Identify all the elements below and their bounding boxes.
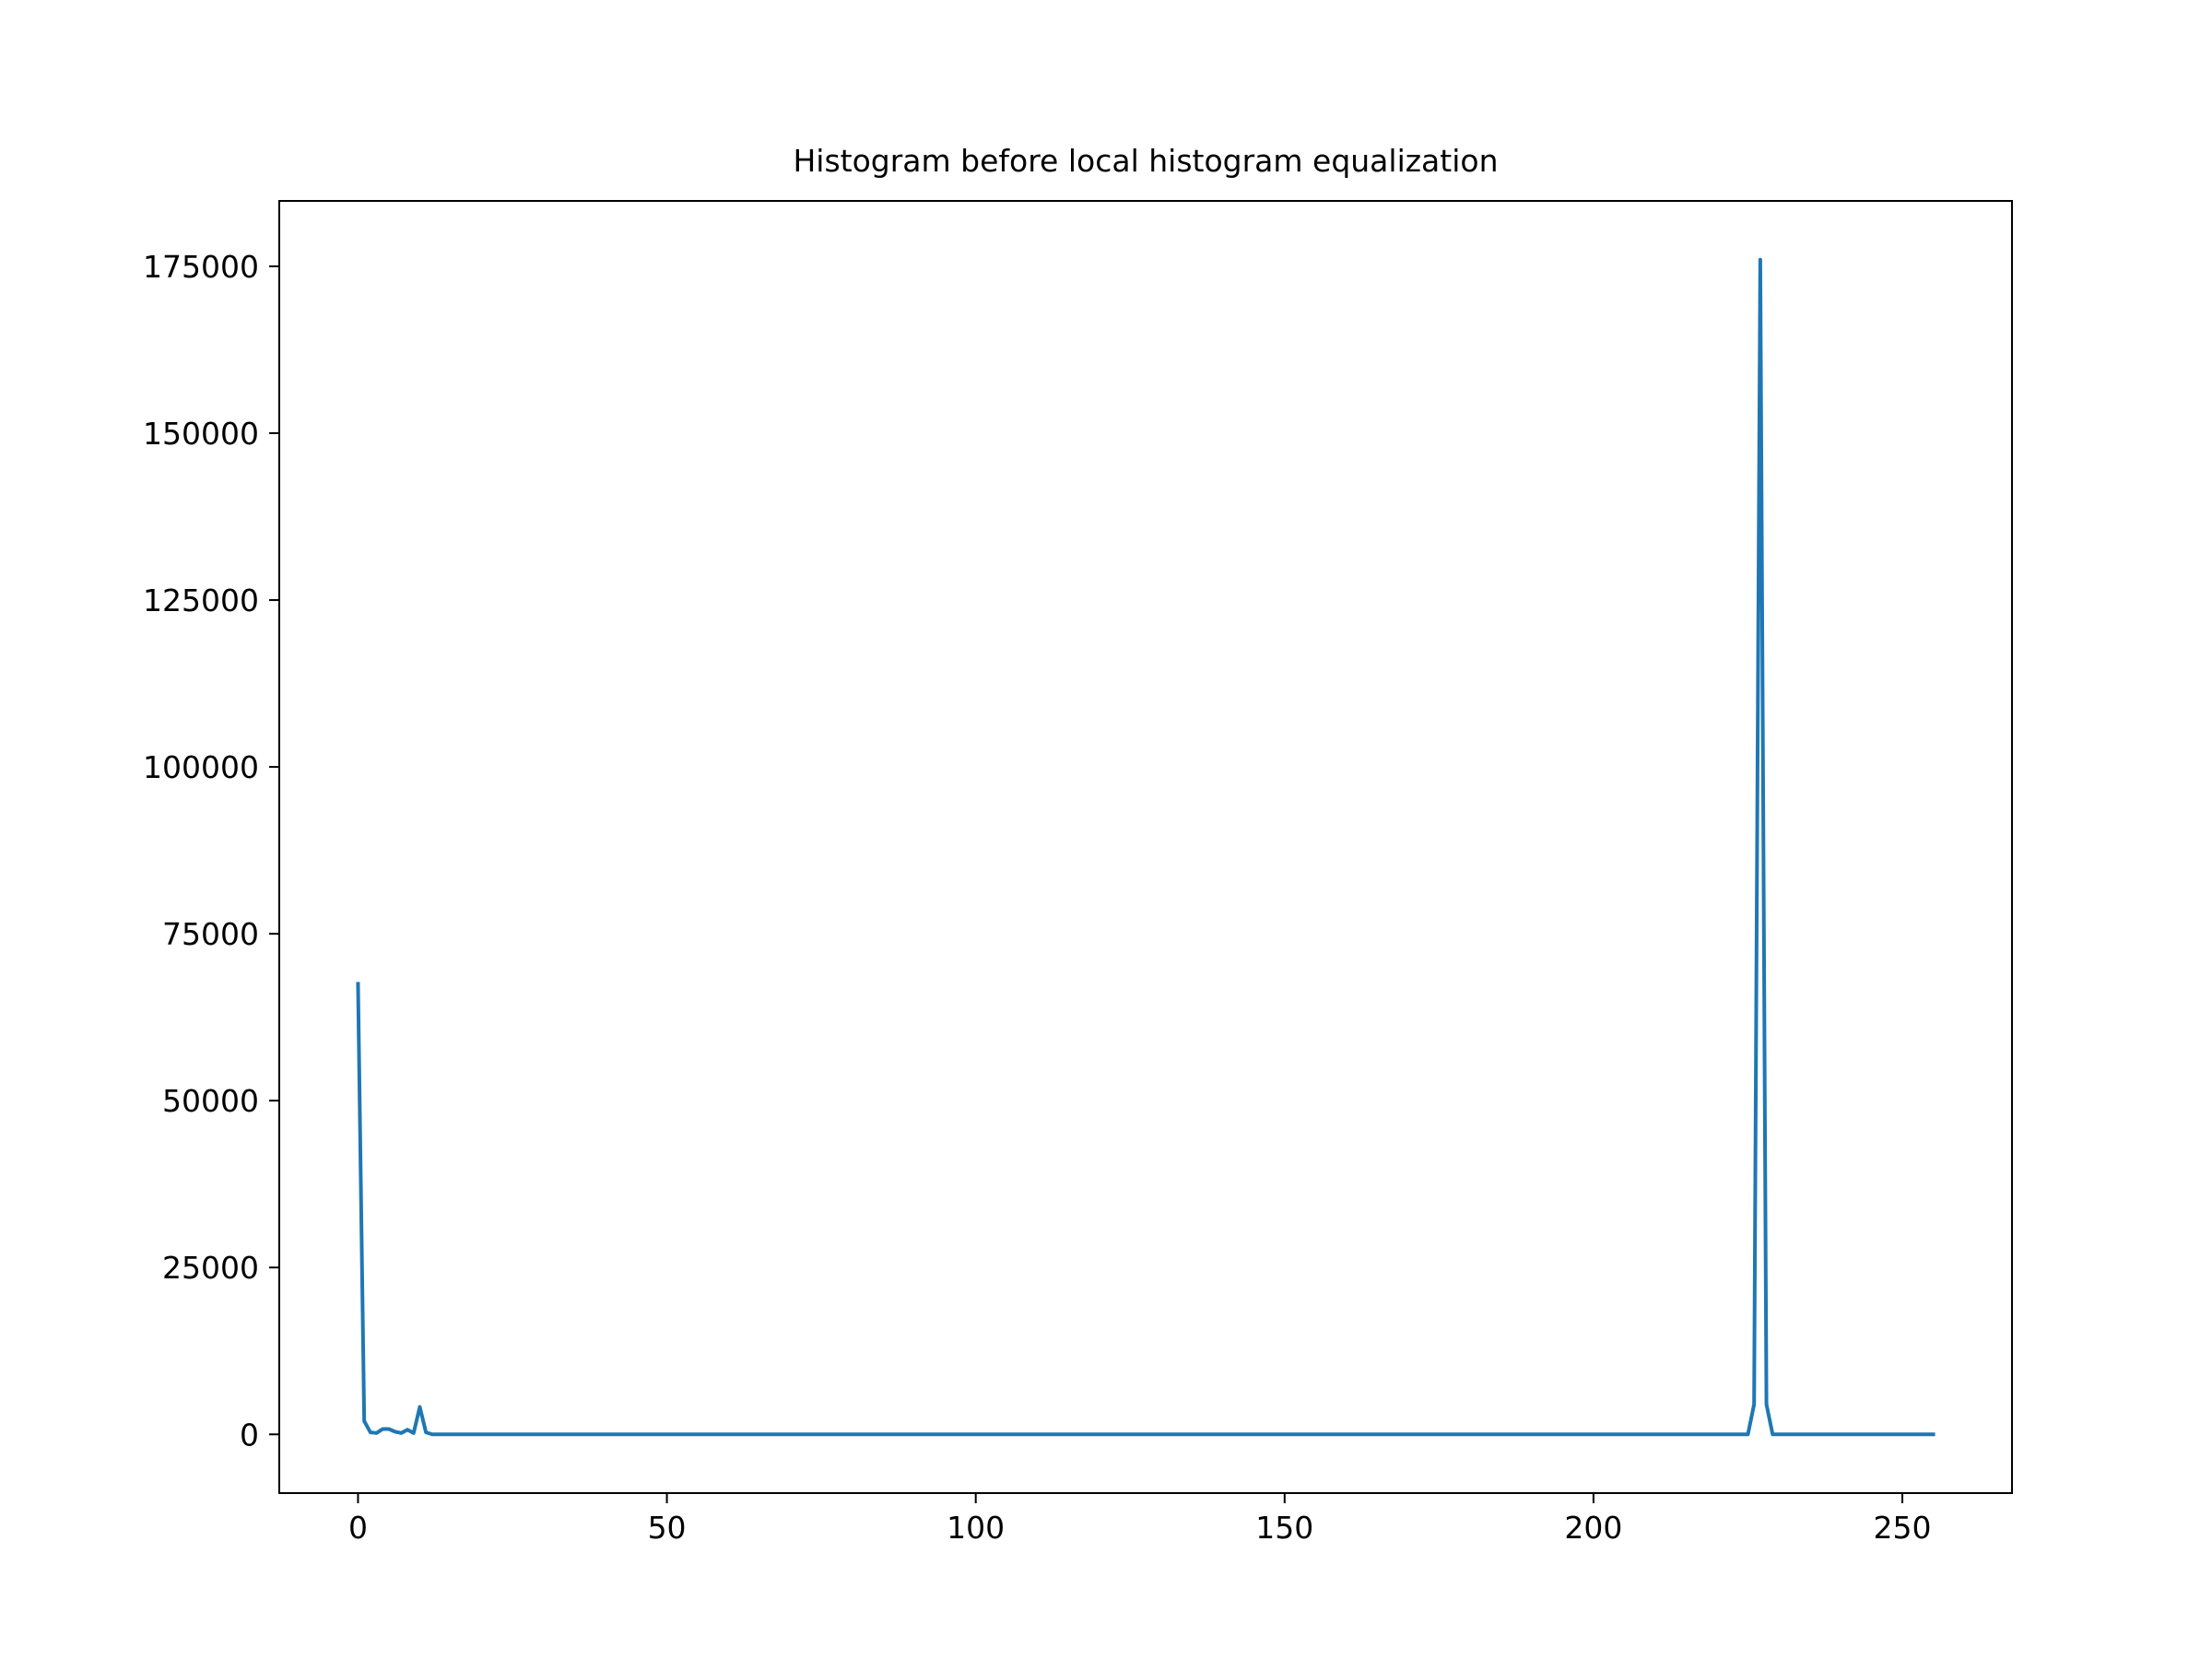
y-tick-label: 75000 [162, 916, 259, 952]
ticks-layer: 0 50 100 150 200 250 0 25000 50000 75000 100000 125… [143, 249, 1932, 1546]
plot-frame [278, 200, 2013, 1494]
x-tick-label: 50 [648, 1510, 687, 1546]
x-tick-label: 150 [1255, 1510, 1313, 1546]
x-tick-label: 250 [1874, 1510, 1932, 1546]
x-tick-label: 100 [947, 1510, 1005, 1546]
chart-title: Histogram before local histogram equaliz… [793, 143, 1498, 179]
y-tick-label: 150000 [143, 416, 259, 452]
histogram-line [356, 257, 1936, 1437]
x-tick-label: 200 [1564, 1510, 1622, 1546]
y-tick-label: 100000 [143, 749, 259, 785]
y-tick-label: 0 [240, 1417, 259, 1453]
plot-layer [356, 257, 1936, 1437]
x-tick-label: 0 [348, 1510, 368, 1546]
y-tick-label: 50000 [162, 1083, 259, 1119]
y-tick-label: 125000 [143, 582, 259, 618]
y-tick-label: 175000 [143, 249, 259, 285]
y-tick-label: 25000 [162, 1250, 259, 1286]
